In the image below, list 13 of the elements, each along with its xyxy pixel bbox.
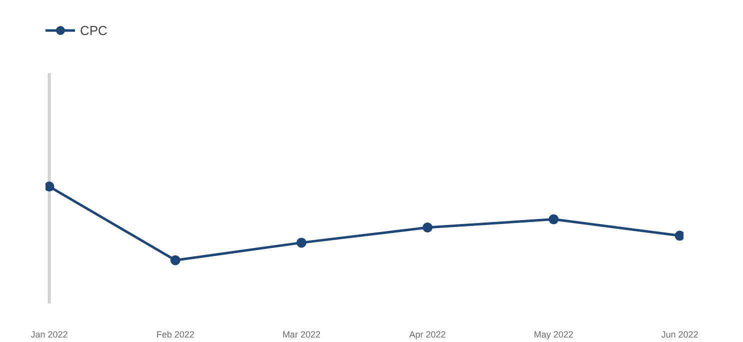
x-tick-label: Apr 2022 [409, 330, 446, 340]
point [170, 255, 180, 266]
point [296, 238, 306, 248]
point [674, 230, 684, 241]
x-tick-label: Feb 2022 [156, 330, 194, 340]
x-tick-label: May 2022 [534, 330, 574, 340]
point [548, 214, 559, 224]
x-tick-label: Jun 2022 [661, 330, 698, 340]
x-tick-label: Jan 2022 [30, 330, 68, 340]
point [46, 182, 54, 192]
point [422, 222, 433, 232]
x-tick-label: Mar 2022 [282, 330, 320, 340]
legend-label: CPC [80, 22, 108, 38]
